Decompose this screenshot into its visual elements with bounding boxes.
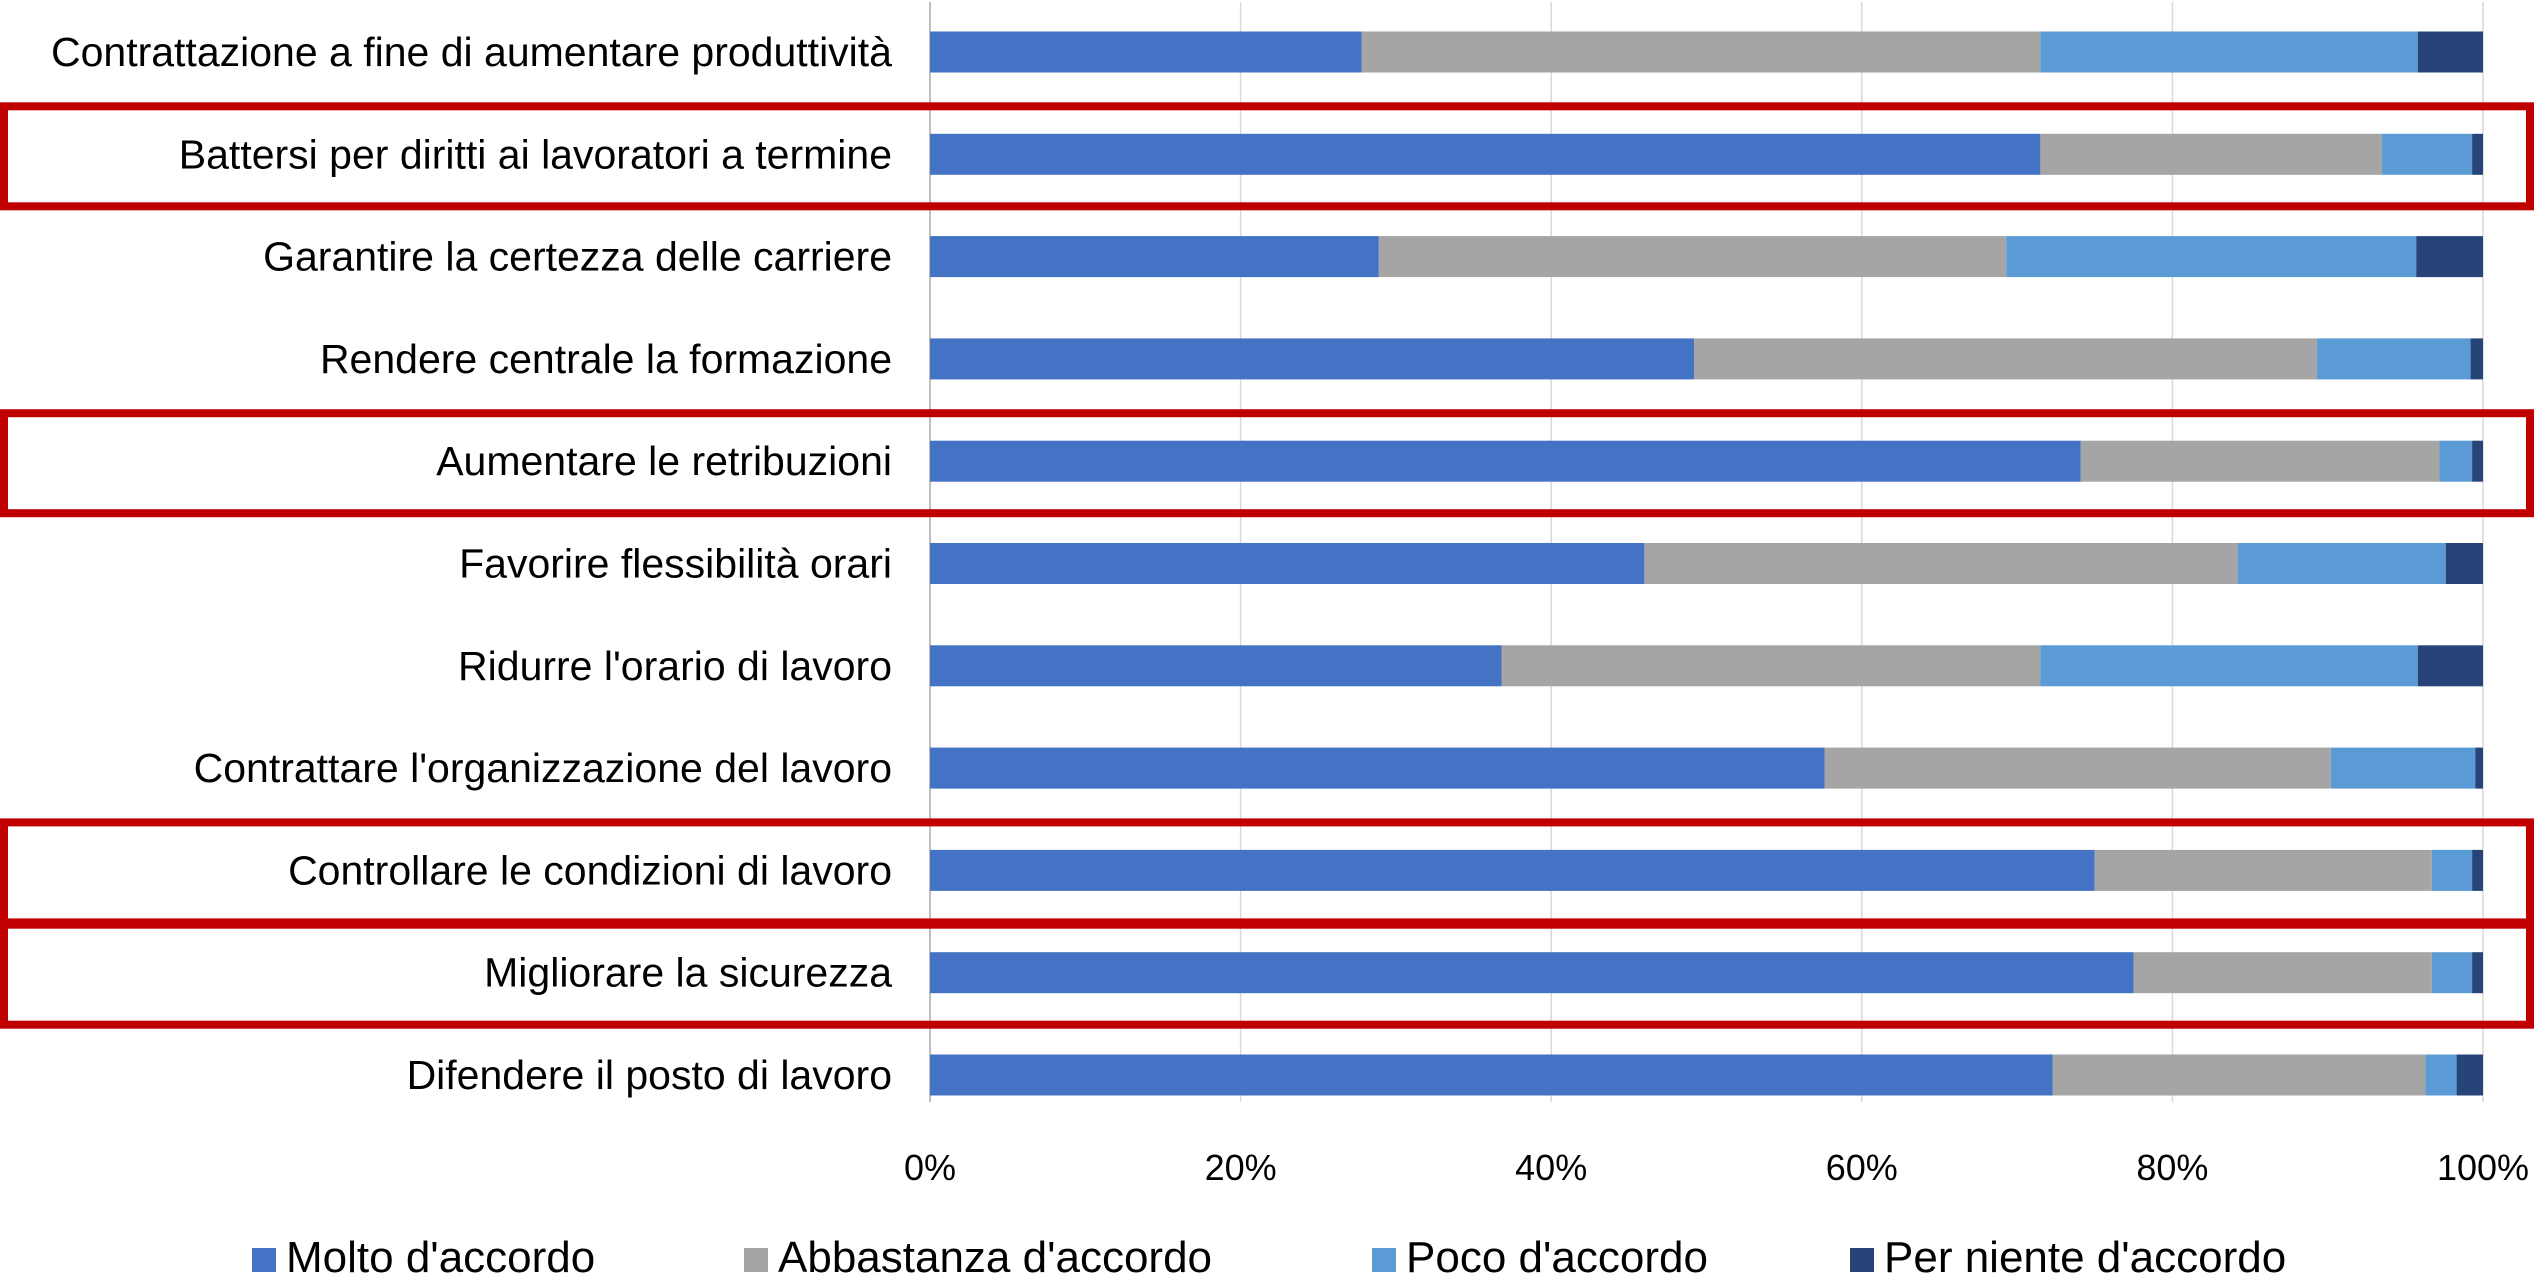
bar-segment <box>930 236 1379 278</box>
x-tick-label: 0% <box>904 1147 956 1188</box>
category-label: Aumentare le retribuzioni <box>436 438 892 484</box>
bar-segment <box>2417 645 2483 687</box>
bar-segment <box>930 747 1825 789</box>
bar-segment <box>2237 543 2446 584</box>
bar-segment <box>1824 747 2331 789</box>
legend-swatch <box>744 1248 768 1272</box>
category-label: Controllare le condizioni di lavoro <box>288 847 892 893</box>
bar-segment <box>2416 236 2483 278</box>
bar-segment <box>930 543 1645 584</box>
highlight-box <box>0 920 2534 1029</box>
highlight-box <box>0 409 2534 518</box>
bar-segment <box>2472 133 2483 175</box>
legend-label: Molto d'accordo <box>286 1233 595 1280</box>
bar-segment <box>1694 338 2317 380</box>
bar-segment <box>930 133 2041 175</box>
bar-segment <box>2431 849 2473 891</box>
legend: Molto d'accordo Abbastanza d'accordo Poco … <box>252 1233 2286 1280</box>
category-label: Battersi per diritti ai lavoratori a ter… <box>179 131 892 177</box>
x-tick-label: 40% <box>1515 1147 1587 1188</box>
category-label: Contrattazione a fine di aumentare produ… <box>51 29 892 75</box>
bar-segment <box>2006 236 2417 278</box>
bar-segment <box>2080 440 2440 482</box>
legend-label: Per niente d'accordo <box>1884 1233 2286 1280</box>
bar-segment <box>930 849 2095 891</box>
bar-segment <box>2094 849 2432 891</box>
legend-swatch <box>1372 1248 1396 1272</box>
highlight-box <box>0 102 2534 211</box>
category-label: Rendere centrale la formazione <box>320 336 892 382</box>
legend-swatch <box>252 1248 276 1272</box>
bar-segment <box>2133 952 2432 994</box>
bar-segment <box>2475 747 2483 789</box>
bar-segment <box>930 645 1502 687</box>
bar-segment <box>930 440 2081 482</box>
bar-segment <box>2425 1054 2457 1096</box>
bar-segment <box>1644 543 2238 584</box>
bar-segment <box>2052 1054 2426 1096</box>
x-tick-label: 60% <box>1826 1147 1898 1188</box>
bars <box>930 31 2483 1096</box>
bar-segment <box>2456 1054 2483 1096</box>
category-label: Difendere il posto di lavoro <box>407 1052 892 1098</box>
bar-segment <box>2330 747 2476 789</box>
x-tick-label: 100% <box>2437 1147 2529 1188</box>
bar-segment <box>930 1054 2053 1096</box>
bar-segment <box>2472 440 2483 482</box>
category-label: Migliorare la sicurezza <box>484 950 892 996</box>
category-label: Favorire flessibilità orari <box>459 541 892 587</box>
bar-segment <box>2472 952 2483 994</box>
bar-segment <box>1361 31 2041 73</box>
x-tick-label: 80% <box>2136 1147 2208 1188</box>
highlight-boxes <box>0 102 2534 1029</box>
category-label: Contrattare l'organizzazione del lavoro <box>194 745 892 791</box>
bar-segment <box>2445 543 2483 584</box>
x-tick-label: 20% <box>1205 1147 1277 1188</box>
bar-segment <box>2431 952 2473 994</box>
bar-segment <box>2040 31 2418 73</box>
category-label: Garantire la certezza delle carriere <box>263 234 892 280</box>
category-labels: Contrattazione a fine di aumentare produ… <box>51 29 892 1098</box>
bar-segment <box>1378 236 2007 278</box>
bar-segment <box>2040 645 2418 687</box>
bar-segment <box>2472 849 2483 891</box>
bar-segment <box>930 338 1695 380</box>
bar-segment <box>1501 645 2041 687</box>
legend-swatch <box>1850 1248 1874 1272</box>
x-axis-tick-labels: 0% 20% 40% 60% 80% 100% <box>904 1147 2529 1188</box>
category-label: Ridurre l'orario di lavoro <box>458 643 892 689</box>
bar-segment <box>930 952 2134 994</box>
bar-segment <box>2040 133 2383 175</box>
bar-segment <box>2316 338 2471 380</box>
bar-segment <box>2470 338 2483 380</box>
bar-segment <box>2382 133 2473 175</box>
bar-segment <box>2417 31 2483 73</box>
legend-label: Poco d'accordo <box>1406 1233 1708 1280</box>
bar-segment <box>2439 440 2473 482</box>
legend-label: Abbastanza d'accordo <box>778 1233 1212 1280</box>
bar-segment <box>930 31 1362 73</box>
